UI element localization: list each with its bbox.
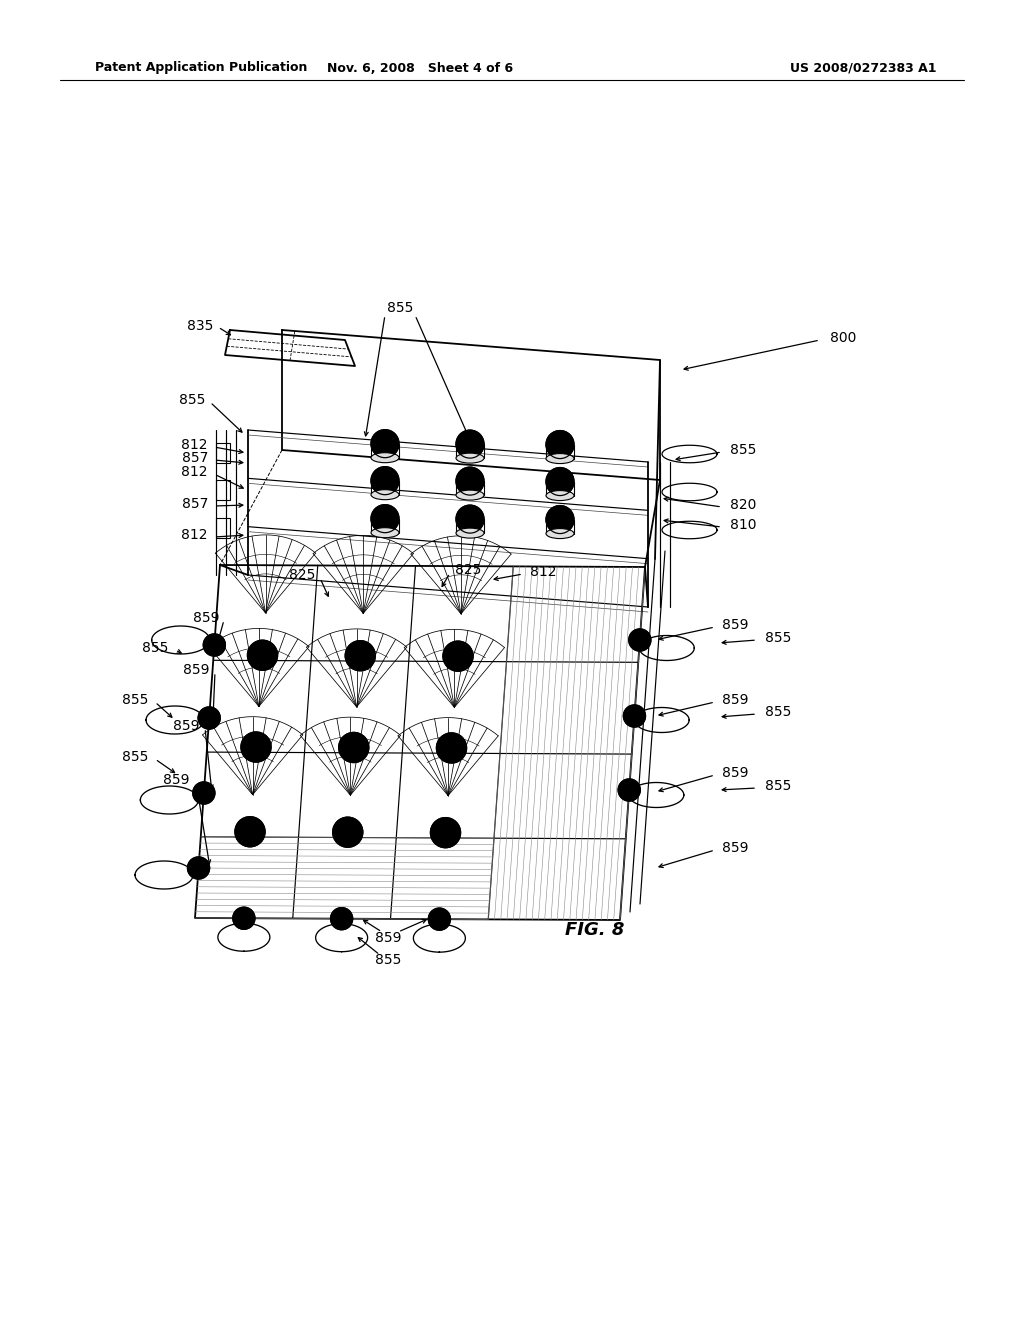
Text: 859: 859 — [164, 774, 190, 787]
Circle shape — [443, 642, 473, 671]
Circle shape — [456, 467, 484, 495]
Circle shape — [371, 504, 399, 533]
Text: 825: 825 — [455, 564, 481, 577]
Ellipse shape — [546, 454, 574, 463]
Circle shape — [347, 741, 360, 755]
Text: 812: 812 — [530, 565, 556, 579]
Circle shape — [241, 733, 271, 762]
Text: 855: 855 — [178, 393, 205, 407]
Bar — [216, 444, 230, 463]
Circle shape — [199, 788, 209, 799]
Text: 855: 855 — [387, 301, 414, 315]
Text: 859: 859 — [722, 766, 749, 780]
Circle shape — [624, 705, 645, 727]
Circle shape — [199, 708, 220, 729]
Text: 859: 859 — [722, 841, 749, 855]
Circle shape — [629, 630, 651, 651]
Text: 855: 855 — [375, 953, 401, 968]
Text: 855: 855 — [765, 705, 792, 719]
Text: 859: 859 — [722, 693, 749, 708]
Text: FIG. 8: FIG. 8 — [565, 921, 625, 939]
Ellipse shape — [456, 528, 484, 539]
Circle shape — [353, 648, 368, 663]
Ellipse shape — [371, 490, 399, 500]
Ellipse shape — [546, 528, 574, 539]
Text: 859: 859 — [722, 618, 749, 632]
Text: 855: 855 — [141, 642, 168, 655]
Circle shape — [341, 825, 354, 840]
Circle shape — [371, 467, 399, 495]
Circle shape — [243, 825, 257, 838]
Circle shape — [456, 430, 484, 458]
Circle shape — [451, 649, 465, 663]
Text: US 2008/0272383 A1: US 2008/0272383 A1 — [790, 62, 937, 74]
Circle shape — [430, 817, 461, 847]
Text: 800: 800 — [830, 331, 856, 345]
Circle shape — [371, 430, 399, 458]
Circle shape — [187, 857, 210, 879]
Circle shape — [248, 640, 278, 671]
Circle shape — [625, 785, 634, 795]
Circle shape — [333, 817, 362, 847]
Text: 825: 825 — [289, 568, 315, 582]
Circle shape — [546, 467, 574, 495]
Circle shape — [193, 781, 215, 804]
Circle shape — [204, 713, 214, 723]
Bar — [216, 517, 230, 539]
Text: 855: 855 — [765, 779, 792, 793]
Text: 855: 855 — [122, 693, 148, 708]
Ellipse shape — [456, 453, 484, 463]
Text: 857: 857 — [181, 498, 208, 511]
Circle shape — [331, 908, 352, 929]
Circle shape — [345, 640, 375, 671]
Bar — [216, 480, 230, 500]
Text: 820: 820 — [730, 498, 757, 512]
Circle shape — [256, 648, 269, 663]
Ellipse shape — [371, 528, 399, 537]
Circle shape — [209, 640, 219, 649]
Circle shape — [546, 430, 574, 458]
Text: 859: 859 — [173, 719, 200, 733]
Text: 812: 812 — [181, 438, 208, 451]
Text: 810: 810 — [730, 517, 757, 532]
Text: 835: 835 — [186, 319, 213, 333]
Circle shape — [438, 826, 453, 840]
Circle shape — [444, 741, 459, 755]
Text: Patent Application Publication: Patent Application Publication — [95, 62, 307, 74]
Text: 855: 855 — [730, 444, 757, 457]
Circle shape — [630, 711, 639, 721]
Text: Nov. 6, 2008   Sheet 4 of 6: Nov. 6, 2008 Sheet 4 of 6 — [327, 62, 513, 74]
Circle shape — [204, 634, 225, 656]
Text: 812: 812 — [181, 465, 208, 479]
Circle shape — [456, 506, 484, 533]
Text: 855: 855 — [122, 750, 148, 764]
Circle shape — [339, 733, 369, 763]
Ellipse shape — [456, 490, 484, 500]
Ellipse shape — [546, 491, 574, 500]
Circle shape — [436, 733, 467, 763]
Text: 857: 857 — [181, 451, 208, 465]
Circle shape — [234, 817, 265, 846]
Text: 812: 812 — [181, 528, 208, 543]
Ellipse shape — [371, 453, 399, 463]
Text: 855: 855 — [765, 631, 792, 645]
Text: 859: 859 — [183, 663, 210, 677]
Circle shape — [232, 907, 255, 929]
Circle shape — [428, 908, 451, 931]
Circle shape — [635, 635, 645, 645]
Circle shape — [618, 779, 640, 801]
Text: 859: 859 — [375, 931, 401, 945]
Text: 859: 859 — [194, 611, 220, 624]
Circle shape — [249, 741, 263, 754]
Circle shape — [194, 863, 204, 873]
Circle shape — [546, 506, 574, 533]
